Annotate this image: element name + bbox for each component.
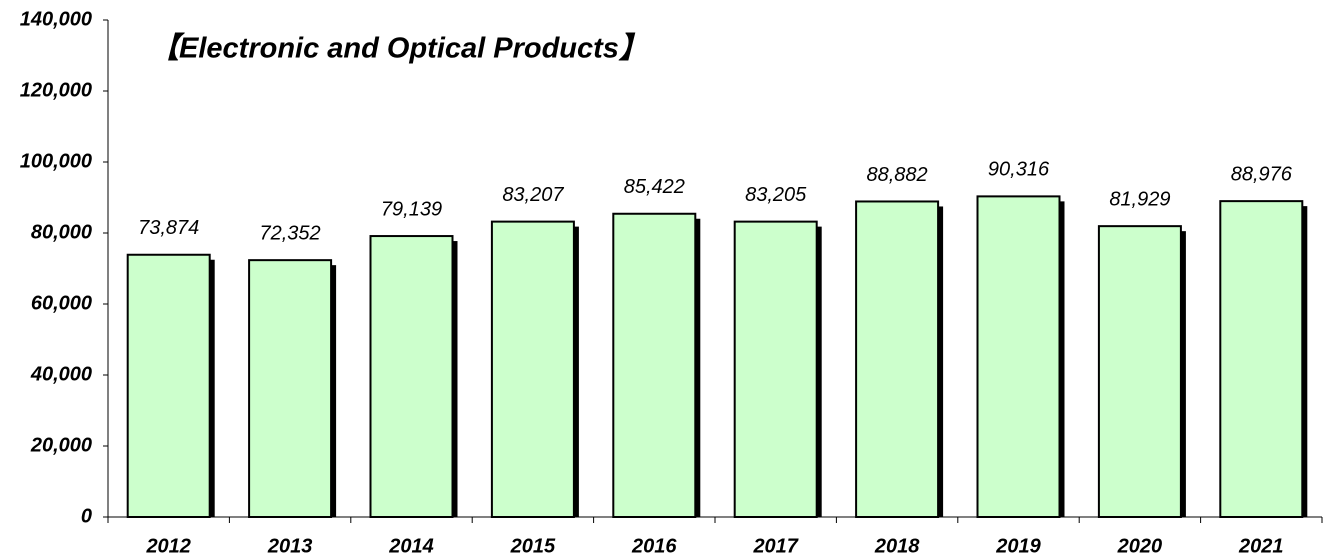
- y-tick-label: 20,000: [30, 434, 92, 456]
- bar: [733, 220, 818, 518]
- y-tick-label: 0: [81, 505, 92, 527]
- data-label: 88,976: [1231, 163, 1293, 185]
- y-tick-label: 100,000: [20, 150, 92, 172]
- x-tick-label: 2014: [388, 535, 434, 557]
- bar: [1219, 200, 1304, 518]
- data-label: 79,139: [381, 198, 442, 220]
- y-tick-label: 140,000: [20, 8, 92, 30]
- data-label: 81,929: [1109, 188, 1170, 210]
- y-tick-label: 120,000: [20, 79, 92, 101]
- bar: [126, 253, 211, 518]
- data-label: 83,205: [745, 184, 807, 206]
- y-tick-label: 40,000: [30, 363, 92, 385]
- x-tick-label: 2019: [995, 535, 1041, 557]
- chart-title: 【Electronic and Optical Products】: [150, 32, 648, 65]
- x-tick-label: 2020: [1117, 535, 1163, 557]
- x-tick-label: 2016: [631, 535, 677, 557]
- data-label: 85,422: [624, 176, 685, 198]
- x-tick-label: 2013: [267, 535, 313, 557]
- y-tick-label: 80,000: [31, 221, 92, 243]
- x-tick-label: 2015: [510, 535, 556, 557]
- data-label: 88,882: [867, 164, 928, 186]
- bar: [976, 195, 1061, 518]
- y-tick-label: 60,000: [31, 292, 92, 314]
- data-label: 83,207: [502, 184, 564, 206]
- x-tick-label: 2021: [1238, 535, 1284, 557]
- bar: [612, 212, 697, 519]
- data-label: 72,352: [260, 222, 321, 244]
- bar: [490, 220, 575, 518]
- bar: [369, 235, 454, 518]
- bar: [1097, 225, 1182, 519]
- x-tick-label: 2017: [752, 535, 798, 557]
- x-tick-label: 2018: [874, 535, 920, 557]
- data-label: 73,874: [138, 217, 199, 239]
- bar: [855, 200, 940, 518]
- x-tick-label: 2012: [145, 535, 191, 557]
- bar: [248, 259, 333, 518]
- data-label: 90,316: [988, 159, 1050, 181]
